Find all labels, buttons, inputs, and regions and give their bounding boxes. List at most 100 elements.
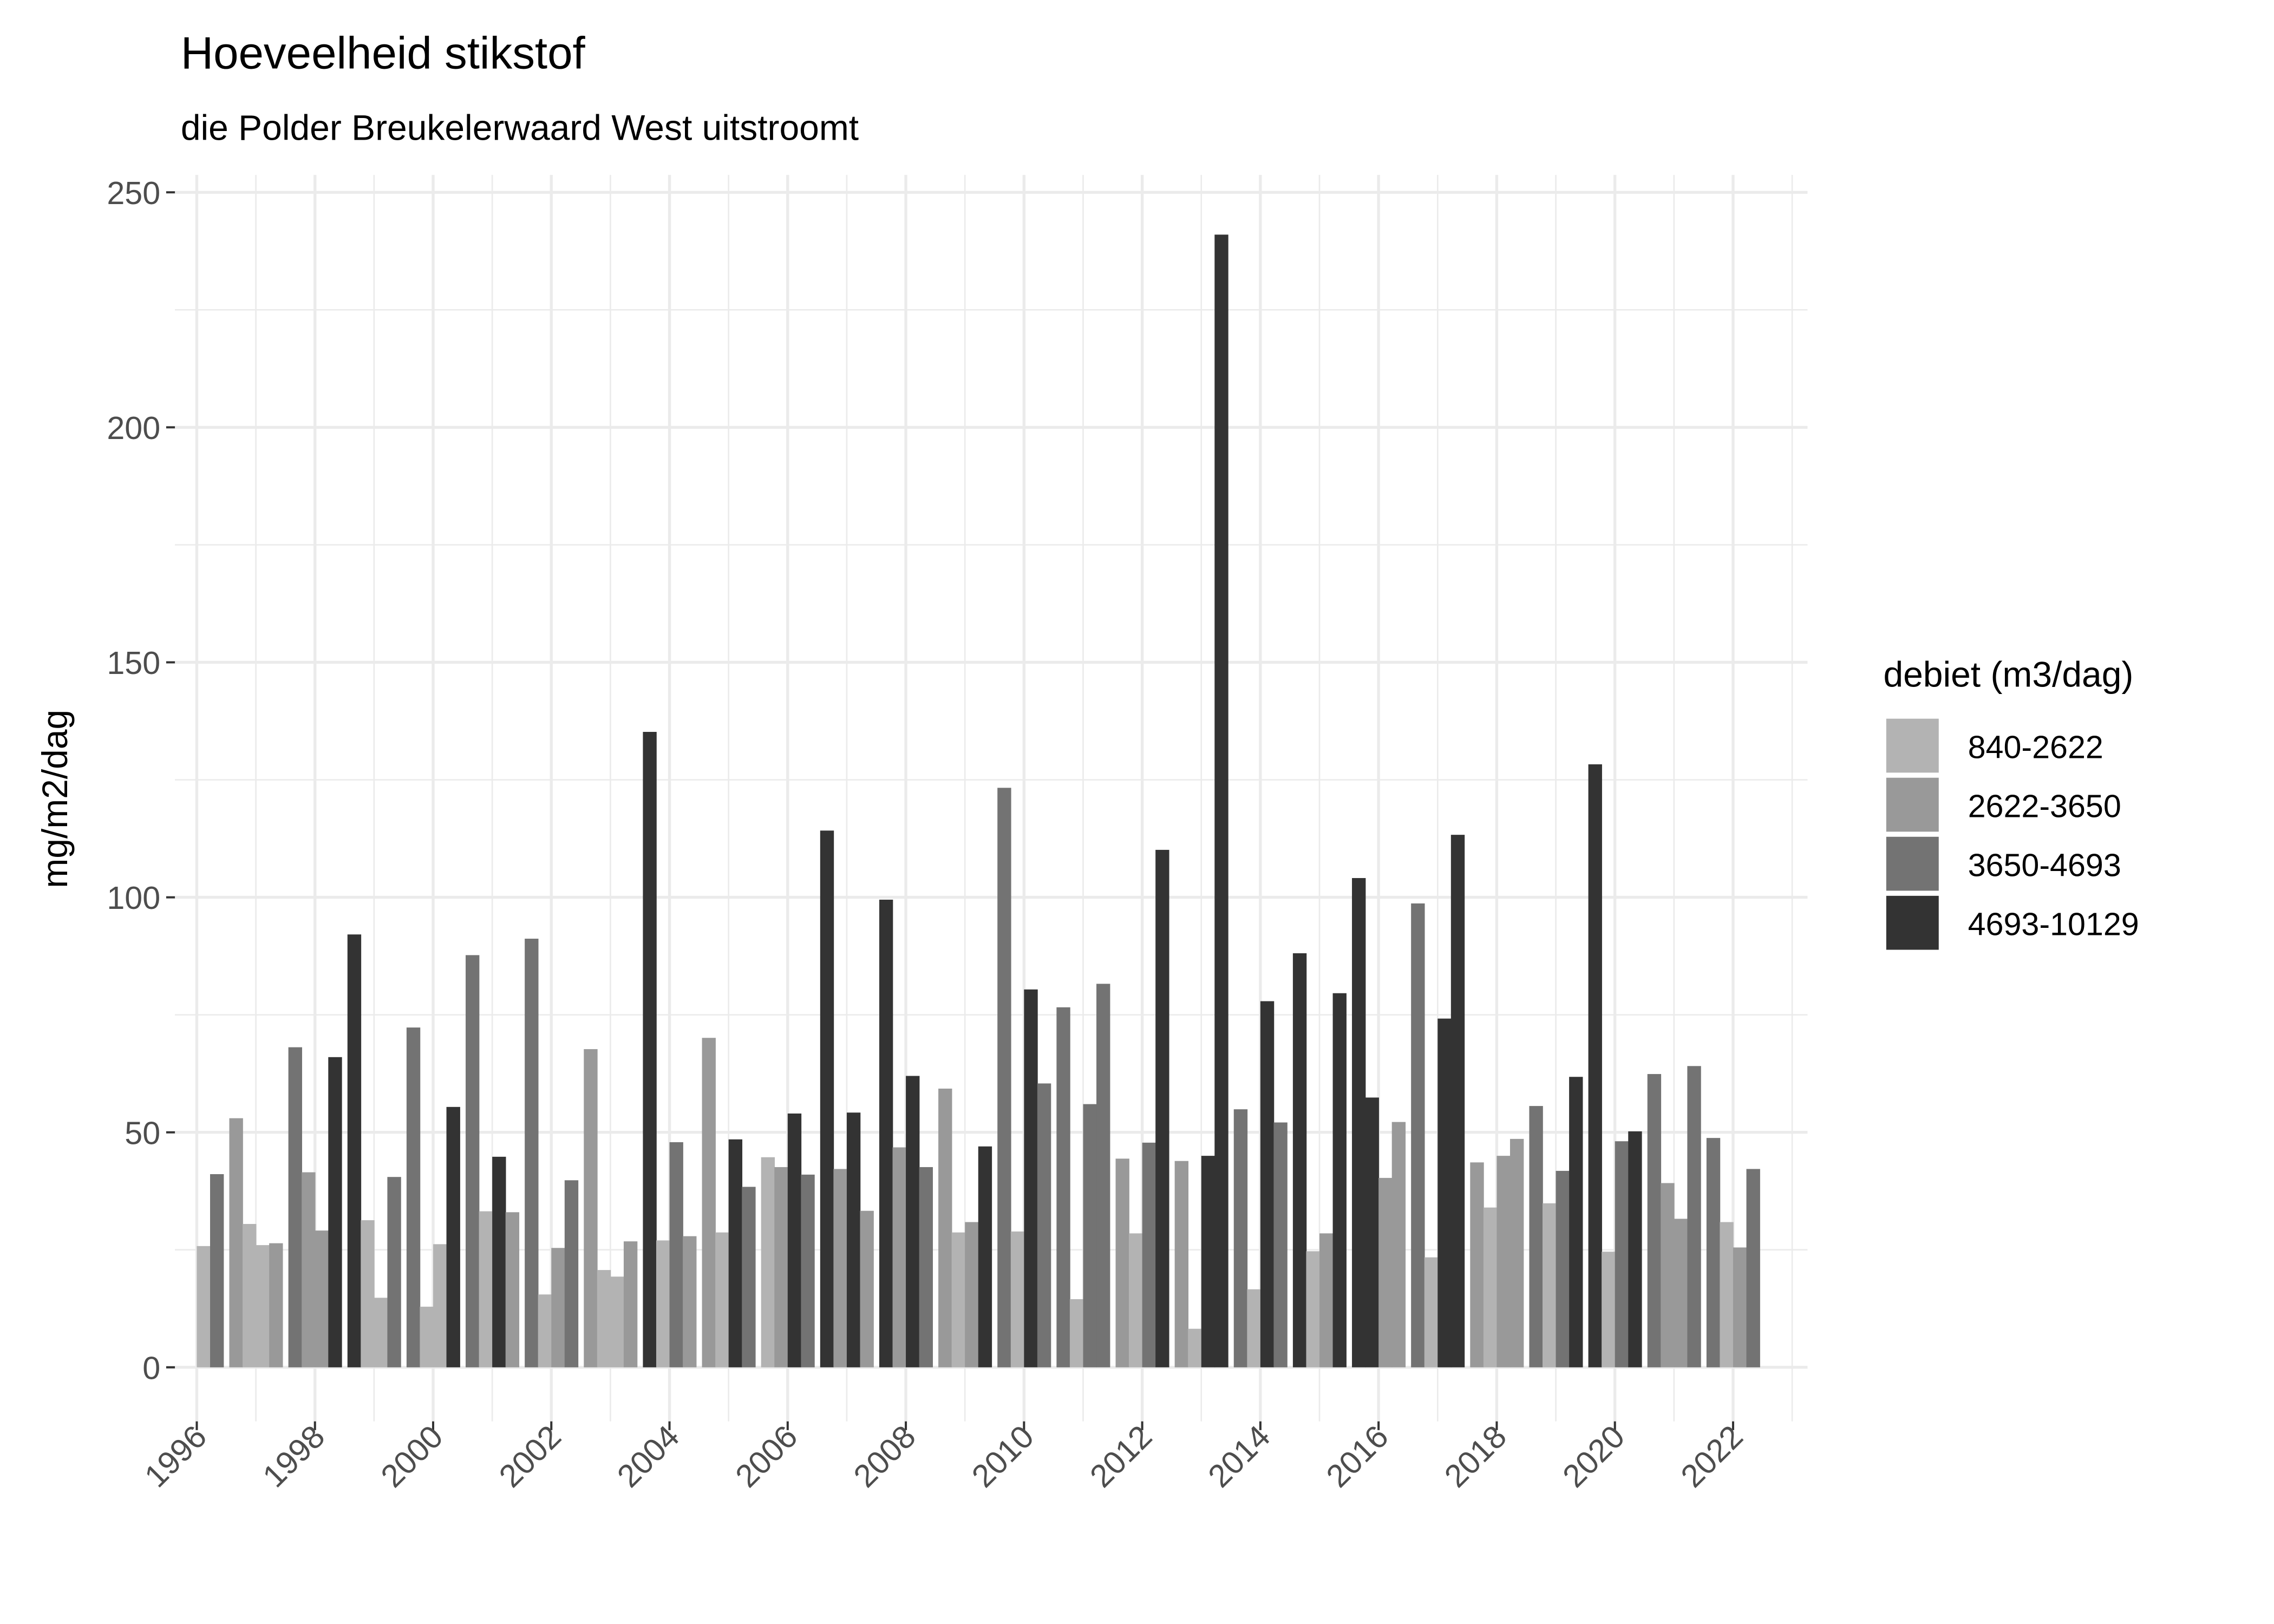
bar [315, 1230, 329, 1367]
bar [1365, 1097, 1379, 1367]
bar [846, 1112, 861, 1367]
legend-label: 4693-10129 [1968, 906, 2139, 942]
legend-key [1886, 895, 1939, 950]
bar [479, 1211, 493, 1367]
bar [1096, 984, 1110, 1367]
bar [774, 1167, 788, 1367]
bar [820, 830, 834, 1367]
bar [302, 1172, 316, 1367]
bar [1352, 878, 1366, 1367]
bar [1687, 1066, 1701, 1367]
y-axis: 0 50 100 150 200 250 [107, 175, 175, 1386]
bars [197, 234, 1760, 1367]
bar [1602, 1252, 1616, 1367]
bar [525, 939, 539, 1367]
bar [1260, 1001, 1275, 1367]
bar [1306, 1251, 1320, 1367]
bar [669, 1142, 683, 1367]
bar [1569, 1077, 1583, 1367]
bar [446, 1106, 460, 1367]
bar [505, 1212, 520, 1367]
x-tick-label: 2006 [728, 1418, 805, 1495]
bar [1706, 1138, 1721, 1367]
bar [1542, 1203, 1557, 1367]
bar [787, 1113, 802, 1367]
bar [683, 1236, 697, 1367]
bar [978, 1146, 992, 1367]
bar [1247, 1289, 1261, 1367]
y-tick-label: 250 [107, 175, 160, 211]
bar [1129, 1233, 1143, 1367]
bar [1201, 1156, 1216, 1367]
x-tick-label: 2004 [610, 1418, 687, 1495]
bar [1037, 1083, 1051, 1367]
x-tick-label: 1998 [256, 1418, 332, 1495]
x-tick-label: 2018 [1437, 1418, 1514, 1495]
legend: debiet (m3/dag) 840-2622 2622-3650 3650-46… [1883, 654, 2139, 950]
bar [1378, 1177, 1393, 1367]
legend-key [1886, 777, 1939, 832]
bar [597, 1270, 611, 1367]
y-axis-title: mg/m2/dag [35, 710, 75, 888]
bar [833, 1169, 847, 1367]
bar [269, 1243, 283, 1367]
bar [1510, 1138, 1524, 1367]
bar [1155, 849, 1169, 1367]
bar [1214, 234, 1229, 1367]
bar [1115, 1158, 1129, 1367]
bar [1437, 1018, 1452, 1367]
bar [551, 1248, 565, 1367]
y-tick-label: 100 [107, 880, 160, 916]
bar [702, 1038, 716, 1367]
bar [197, 1246, 211, 1367]
x-axis: 1996 1998 2000 2002 2004 2006 2008 2010 2012 2014… [138, 1418, 1750, 1495]
x-tick-label: 2014 [1201, 1418, 1277, 1495]
bar [1470, 1162, 1484, 1367]
bar [433, 1244, 447, 1367]
legend-key [1886, 718, 1939, 773]
bar [761, 1157, 775, 1367]
bar [1411, 903, 1425, 1367]
bar [1024, 989, 1038, 1367]
bar [1292, 953, 1307, 1367]
x-tick-label: 2020 [1556, 1418, 1632, 1495]
bar [1746, 1169, 1760, 1367]
bar [938, 1088, 952, 1367]
x-tick-label: 2008 [846, 1418, 923, 1495]
bar [1069, 1299, 1084, 1367]
bar [906, 1076, 920, 1367]
x-tick-label: 2002 [492, 1418, 568, 1495]
bar [1010, 1231, 1025, 1367]
bar [1529, 1106, 1543, 1367]
bar [374, 1298, 388, 1367]
bar [387, 1177, 401, 1367]
bar [1391, 1122, 1406, 1367]
bar [256, 1245, 270, 1367]
bar [466, 955, 480, 1367]
bar [1674, 1219, 1688, 1367]
bar [1174, 1161, 1188, 1367]
y-tick-label: 200 [107, 410, 160, 446]
bar [406, 1027, 421, 1367]
bar [584, 1049, 598, 1367]
bar [564, 1180, 579, 1367]
bar [919, 1167, 933, 1367]
x-tick-label: 2000 [374, 1418, 450, 1495]
bar [243, 1224, 257, 1367]
bar [361, 1220, 375, 1367]
bar [742, 1187, 756, 1367]
bar [538, 1294, 552, 1367]
bar [643, 731, 657, 1367]
bar [1556, 1170, 1570, 1367]
x-tick-label: 1996 [138, 1418, 214, 1495]
legend-title: debiet (m3/dag) [1883, 654, 2133, 694]
bar [879, 899, 893, 1367]
y-tick-label: 0 [142, 1350, 160, 1386]
bar [1720, 1222, 1734, 1367]
chart-subtitle: die Polder Breukelerwaard West uitstroom… [181, 108, 859, 148]
x-tick-label: 2010 [965, 1418, 1041, 1495]
bar [1450, 835, 1465, 1367]
legend-key [1886, 836, 1939, 891]
bar [492, 1156, 506, 1367]
